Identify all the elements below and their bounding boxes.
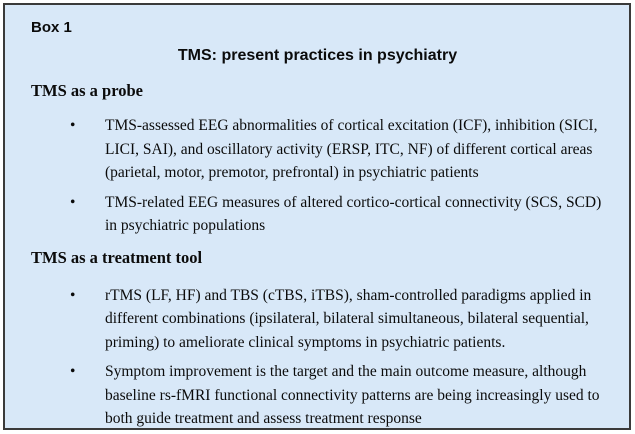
bullet-icon: • <box>70 117 76 134</box>
section-heading-probe: TMS as a probe <box>31 81 144 100</box>
box-label: Box 1 <box>31 19 72 36</box>
bullet-text: TMS-assessed EEG abnormalities of cortic… <box>105 117 598 181</box>
bullet-item: • Symptom improvement is the target and … <box>28 360 607 428</box>
section-probe: TMS as a probe • TMS-assessed EEG abnorm… <box>28 80 607 238</box>
bullet-icon: • <box>70 193 76 211</box>
bullet-icon: • <box>70 286 76 304</box>
bullet-item: • TMS-related EEG measures of altered co… <box>28 191 607 238</box>
box-title: TMS: present practices in psychiatry <box>177 47 458 64</box>
section-heading-treatment: TMS as a treatment tool <box>31 247 203 267</box>
bullet-item: • rTMS (LF, HF) and TBS (cTBS, iTBS), sh… <box>28 284 607 355</box>
section-treatment: TMS as a treatment tool • rTMS (LF, HF) … <box>28 247 607 429</box>
bullet-text: Symptom improvement is the target and th… <box>105 363 600 427</box>
bullet-icon: • <box>70 363 76 380</box>
bullet-item: • TMS-assessed EEG abnormalities of cort… <box>28 114 607 185</box>
bullet-text: TMS-related EEG measures of altered cort… <box>105 193 602 235</box>
box-1-panel: Box 1 TMS: present practices in psychiat… <box>3 3 631 430</box>
bullet-text: rTMS (LF, HF) and TBS (cTBS, iTBS), sham… <box>105 286 592 351</box>
